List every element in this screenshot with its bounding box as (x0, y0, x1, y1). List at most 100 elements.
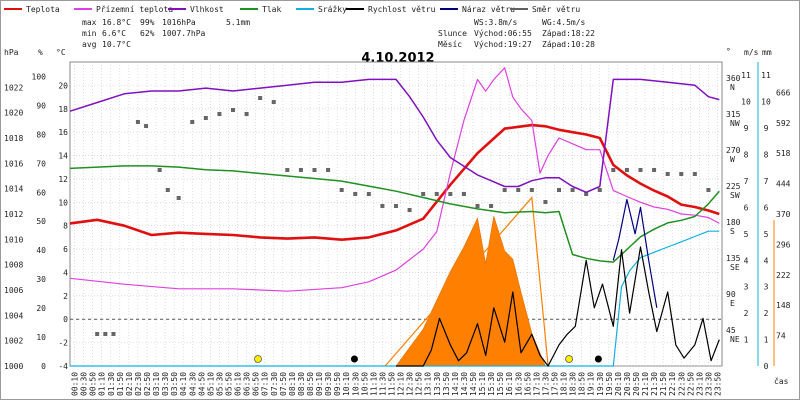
x-tick-label: 03:10 (152, 372, 161, 396)
degc-tick-label: 10 (58, 198, 68, 207)
ms-tick-label: 5 (744, 230, 749, 239)
x-tick-label: 08:10 (288, 372, 297, 396)
legend-label-smer-vetru: Směr větru (532, 5, 580, 14)
x-tick-label: 19:30 (596, 372, 605, 396)
wind-direction-point (679, 172, 684, 176)
hpa-tick-label: 1016 (4, 159, 23, 168)
info-wg: WG:4.5m/s (542, 18, 586, 27)
wm2-tick-label: 148 (776, 301, 791, 310)
wind-direction-point (95, 332, 100, 336)
x-tick-label: 09:50 (333, 372, 342, 396)
degc-tick-label: 4 (63, 268, 68, 277)
x-tick-label: 10:30 (351, 372, 360, 396)
wind-direction-point (652, 168, 657, 172)
wind-direction-point (326, 168, 331, 172)
hpa-tick-label: 1022 (4, 83, 23, 92)
legend-label-tlak: Tlak (262, 5, 281, 14)
pct-tick-label: 50 (36, 217, 46, 226)
ms-tick-label: 4 (744, 256, 749, 265)
mm-tick-label: 6 (764, 203, 769, 212)
x-tick-label: 04:10 (179, 372, 188, 396)
info-sunrise: Východ:06:55 (474, 29, 532, 38)
x-tick-label: 01:30 (107, 372, 116, 396)
wind-direction-point (111, 332, 116, 336)
degc-tick-label: 14 (58, 152, 68, 161)
wind-direction-point (231, 108, 235, 112)
stats-max-label: max (82, 18, 97, 27)
legend-label-rychlost-vetru: Rychlost větru (368, 5, 436, 14)
wind-direction-point (557, 188, 561, 192)
ms-tick-label: 9 (744, 124, 749, 133)
degc-tick-label: 16 (58, 128, 68, 137)
wind-direction-point (394, 204, 398, 208)
wm2-tick-label: 74 (776, 332, 786, 341)
degc-tick-label: -4 (58, 362, 68, 371)
x-tick-label: 00:10 (71, 372, 80, 396)
hpa-tick-label: 1002 (4, 337, 23, 346)
moon-marker (594, 355, 602, 363)
wm2-tick-label: 370 (776, 210, 791, 219)
pct-tick-label: 30 (36, 275, 46, 284)
chart-title: 4.10.2012 (361, 51, 434, 66)
wind-direction-point (353, 192, 358, 196)
dir-compass-label: SE (730, 263, 740, 272)
x-tick-label: 13:50 (442, 372, 451, 396)
legend-label-naraz-vetru: Náraz větru (462, 5, 515, 14)
wind-direction-point (706, 188, 711, 192)
dir-compass-label: NE (730, 335, 740, 344)
x-tick-label: 00:50 (89, 372, 98, 396)
legend-label-teplota: Teplota (26, 5, 60, 14)
x-tick-label: 16:50 (523, 372, 532, 396)
wind-direction-point (624, 168, 629, 172)
wm2-tick-label: 666 (776, 88, 791, 97)
x-tick-label: 23:10 (695, 372, 704, 396)
wind-direction-point (258, 96, 263, 100)
series-line-vlhkost (69, 78, 720, 194)
x-tick-label: 21:10 (641, 372, 650, 396)
wind-direction-point (285, 168, 290, 172)
mm-tick-label: 0 (764, 362, 769, 371)
x-tick-label: 01:10 (98, 372, 107, 396)
stats-min-press: 1007.7hPa (162, 29, 206, 38)
wind-direction-point (638, 168, 643, 172)
x-tick-label: 06:50 (252, 372, 261, 396)
solar-area (395, 215, 546, 367)
info-ws: WS:3.8m/s (474, 18, 518, 27)
hpa-tick-label: 1014 (4, 185, 23, 194)
axis-unit-ms: m/s (744, 48, 759, 57)
legend-label-prizemni-teplota: Přízemní teplota (96, 5, 173, 14)
x-tick-label: 07:30 (270, 372, 279, 396)
stats-max-press: 1016hPa (162, 18, 196, 27)
x-tick-label: 03:50 (170, 372, 179, 396)
degc-tick-label: 12 (58, 175, 68, 184)
mm-tick-label: 1 (764, 336, 769, 345)
axis-unit-mm: mm (762, 48, 772, 57)
stats-min-temp: 6.6°C (102, 29, 126, 38)
pct-tick-label: 60 (36, 188, 46, 197)
wind-direction-point (597, 188, 602, 192)
x-tick-label: 17:50 (550, 372, 559, 396)
x-tick-label: 03:30 (161, 372, 170, 396)
x-tick-label: 02:50 (143, 372, 152, 396)
x-tick-label: 19:50 (605, 372, 614, 396)
x-tick-label: 17:10 (532, 372, 541, 396)
wind-direction-point (135, 120, 140, 124)
wind-direction-point (380, 204, 385, 208)
x-tick-label: 12:10 (397, 372, 406, 396)
hpa-tick-label: 1020 (4, 109, 23, 118)
series-line-tlak (69, 165, 720, 263)
x-tick-label: 07:50 (279, 372, 288, 396)
x-tick-label: 18:30 (569, 372, 578, 396)
mm-tick-label: 2 (764, 309, 769, 318)
stats-max-temp: 16.8°C (102, 18, 131, 27)
x-tick-label: 12:50 (415, 372, 424, 396)
wm2-tick-label: 222 (776, 271, 791, 280)
wind-direction-point (570, 188, 575, 192)
x-tick-label: 11:30 (378, 372, 387, 396)
x-tick-label: 12:30 (406, 372, 415, 396)
axis-unit-pct: % (38, 48, 43, 57)
wm2-tick-label: 592 (776, 119, 791, 128)
solar-series (384, 196, 549, 367)
degc-tick-label: 6 (63, 245, 68, 254)
